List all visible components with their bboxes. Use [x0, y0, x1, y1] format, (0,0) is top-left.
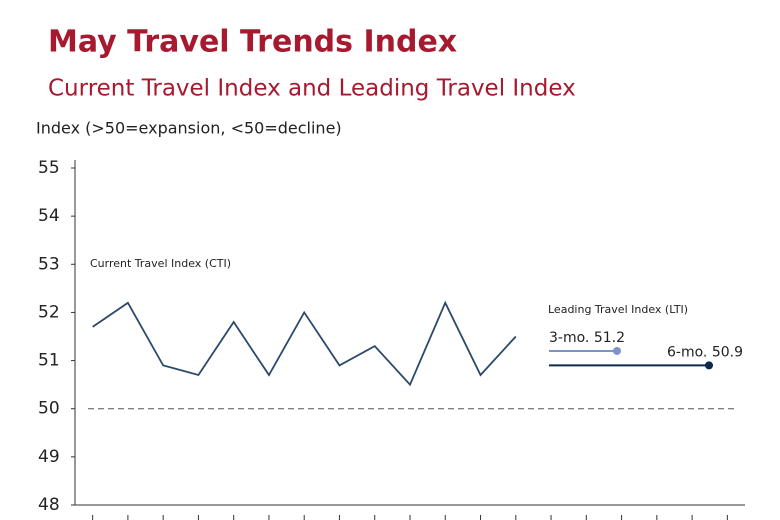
lti-title: Leading Travel Index (LTI) — [548, 303, 688, 316]
lti-dot — [613, 346, 621, 355]
y-tick-label: 48 — [38, 495, 60, 515]
series-label: Current Travel Index (CTI) — [90, 257, 231, 270]
y-tick-label: 55 — [38, 158, 60, 178]
y-tick-label: 53 — [38, 254, 60, 274]
chart-title: May Travel Trends Index — [48, 25, 457, 60]
y-tick-label: 50 — [38, 399, 60, 419]
y-tick-label: 51 — [38, 351, 60, 371]
lti-label: 6-mo. 50.9 — [667, 344, 743, 360]
y-tick-label: 52 — [38, 302, 60, 322]
y-axis-label: Index (>50=expansion, <50=decline) — [36, 119, 342, 138]
y-tick-label: 49 — [38, 447, 60, 467]
lti-dot — [705, 361, 713, 370]
series-line — [92, 300, 517, 387]
y-tick-label: 54 — [38, 206, 60, 226]
chart-subtitle: Current Travel Index and Leading Travel … — [48, 76, 576, 102]
lti-label: 3-mo. 51.2 — [549, 330, 625, 346]
